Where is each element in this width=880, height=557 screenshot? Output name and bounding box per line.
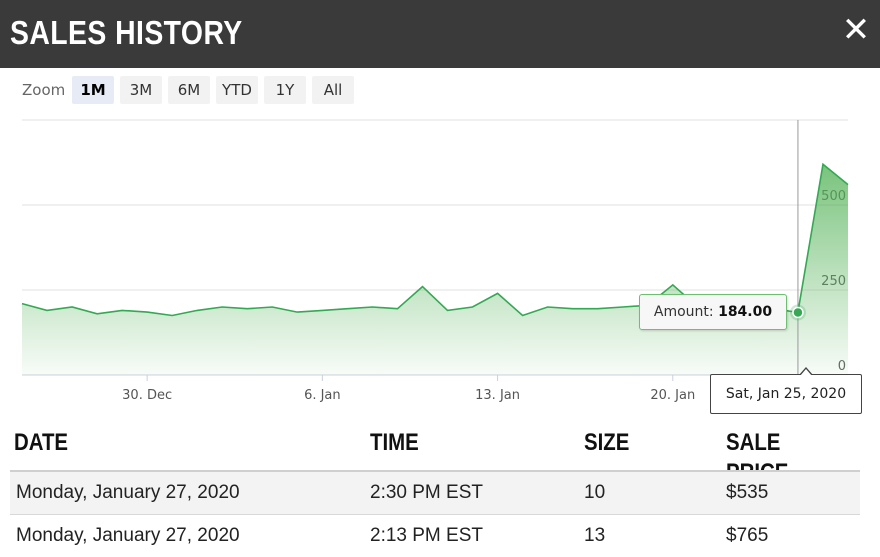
tooltip-label: Amount: [653, 304, 714, 320]
cell-date: Monday, January 27, 2020 [16, 525, 240, 546]
zoom-label: Zoom [22, 81, 66, 99]
zoom-button-1m[interactable]: 1M [72, 76, 114, 104]
cell-size: 13 [584, 525, 606, 546]
zoom-button-6m[interactable]: 6M [168, 76, 210, 104]
chart-tooltip: Amount: 184.00 [639, 294, 787, 330]
cell-date: Monday, January 27, 2020 [16, 482, 240, 503]
row-divider [10, 514, 860, 515]
zoom-button-3m[interactable]: 3M [120, 76, 162, 104]
zoom-button-ytd[interactable]: YTD [216, 76, 258, 104]
x-tick-label: 13. Jan [475, 388, 520, 403]
cell-time: 2:13 PM EST [370, 525, 483, 546]
hover-point [792, 306, 804, 319]
cell-sale-price: $535 [726, 482, 769, 503]
series-line [21, 162, 849, 317]
cell-size: 10 [584, 482, 606, 503]
x-tick-label: 30. Dec [122, 388, 172, 403]
tooltip-value: 184.00 [718, 304, 773, 320]
close-icon[interactable]: ✕ [841, 10, 871, 50]
page-title: SALES HISTORY [10, 14, 243, 51]
cell-time: 2:30 PM EST [370, 482, 483, 503]
col-header-time: TIME [370, 429, 419, 456]
x-tick-label: 6. Jan [304, 388, 341, 403]
zoom-button-all[interactable]: All [312, 76, 354, 104]
col-header-size: SIZE [584, 429, 630, 456]
x-tick-label: 20. Jan [650, 388, 695, 403]
crosshair-date-label: Sat, Jan 25, 2020 [710, 367, 862, 414]
table-row[interactable]: Monday, January 27, 2020 2:30 PM EST 10 … [10, 472, 860, 514]
col-header-date: DATE [14, 429, 69, 456]
zoom-button-1y[interactable]: 1Y [264, 76, 306, 104]
series-area [22, 164, 848, 375]
table-row[interactable]: Monday, January 27, 2020 2:13 PM EST 13 … [10, 515, 860, 557]
cell-sale-price: $765 [726, 525, 769, 546]
header-bar: SALES HISTORY ✕ [0, 0, 880, 68]
header-divider [10, 470, 860, 472]
